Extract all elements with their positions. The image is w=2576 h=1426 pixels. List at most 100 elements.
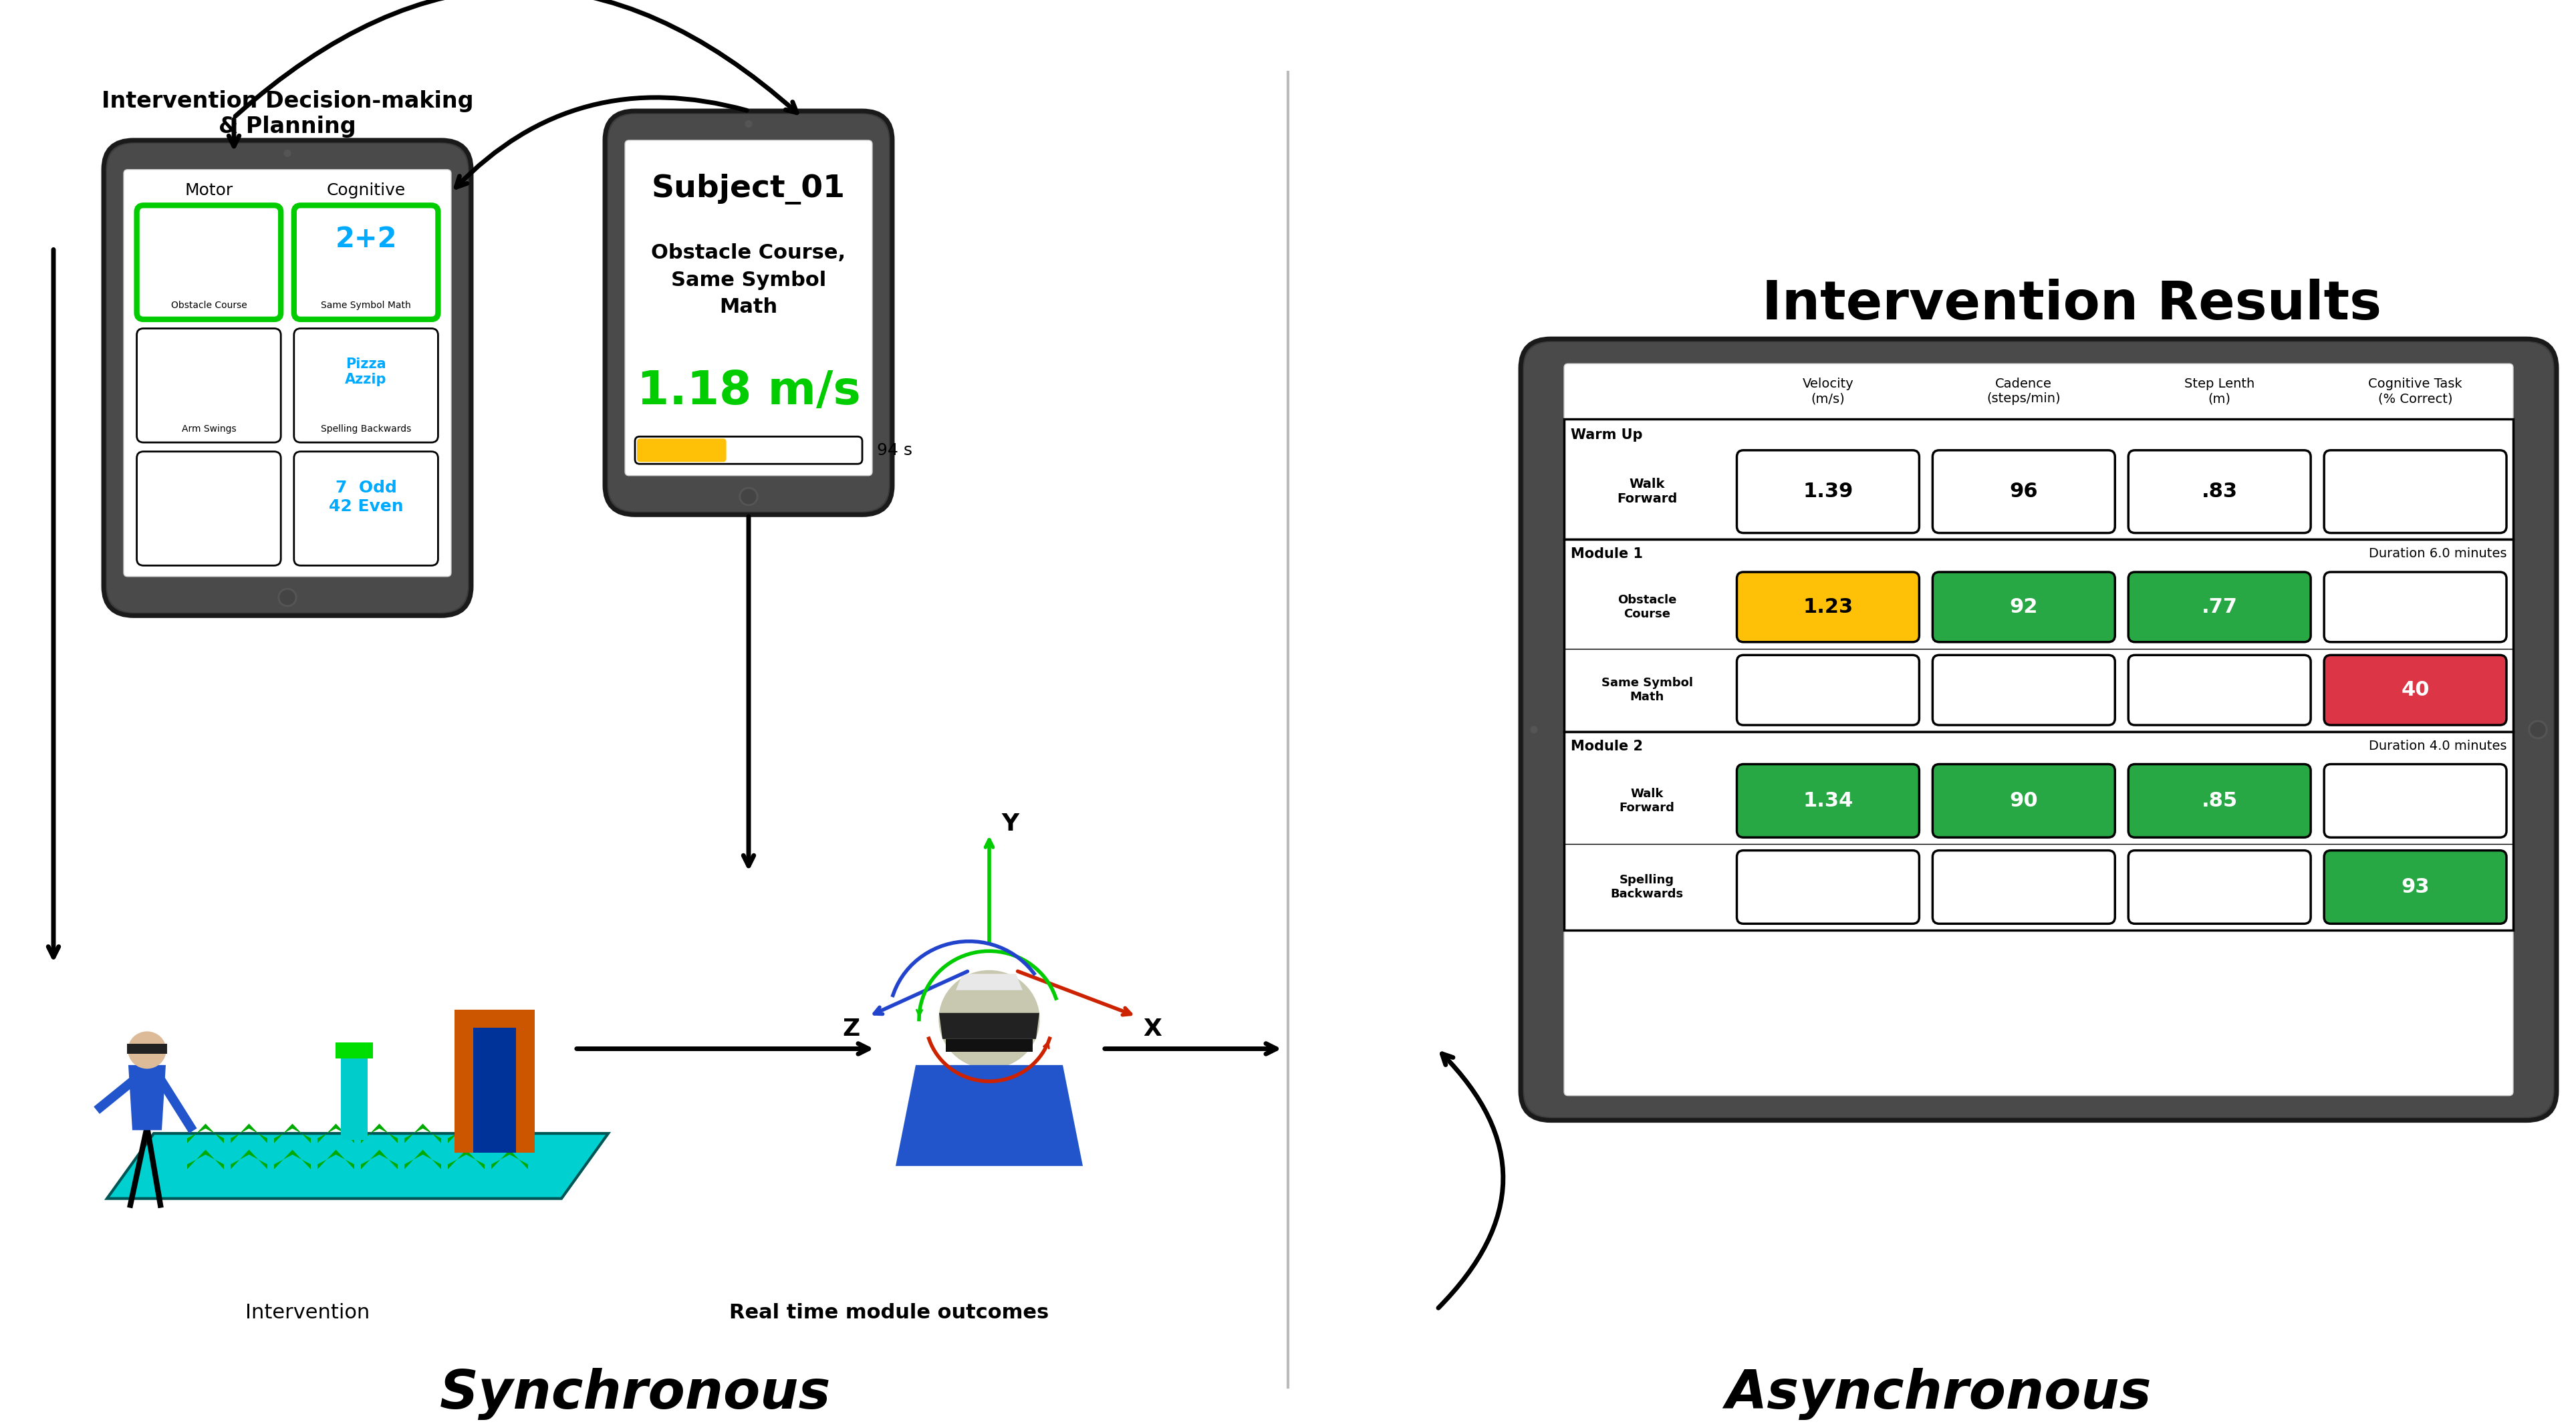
FancyBboxPatch shape — [294, 205, 438, 319]
Bar — [1564, 732, 2514, 930]
FancyBboxPatch shape — [636, 439, 726, 462]
FancyBboxPatch shape — [626, 140, 873, 476]
FancyBboxPatch shape — [294, 452, 438, 566]
Polygon shape — [956, 974, 1023, 990]
Text: Cognitive: Cognitive — [327, 183, 404, 198]
FancyBboxPatch shape — [2128, 850, 2311, 924]
FancyBboxPatch shape — [1736, 451, 1919, 533]
Text: 40: 40 — [2401, 680, 2429, 700]
Text: Duration 6.0 minutes: Duration 6.0 minutes — [2367, 548, 2506, 560]
FancyBboxPatch shape — [605, 111, 891, 515]
Text: 96: 96 — [2009, 482, 2038, 502]
Polygon shape — [492, 1149, 528, 1169]
Text: 1.23: 1.23 — [1803, 597, 1852, 616]
Text: Velocity
(m/s): Velocity (m/s) — [1803, 378, 1855, 405]
FancyBboxPatch shape — [2324, 655, 2506, 724]
Text: Cognitive Task
(% Correct): Cognitive Task (% Correct) — [2367, 378, 2463, 405]
Text: 93: 93 — [2401, 877, 2429, 897]
Polygon shape — [945, 1040, 1033, 1052]
Circle shape — [940, 971, 1038, 1068]
Circle shape — [283, 150, 291, 157]
FancyBboxPatch shape — [1564, 364, 2514, 1095]
Text: Duration 4.0 minutes: Duration 4.0 minutes — [2367, 740, 2506, 752]
FancyBboxPatch shape — [124, 170, 451, 576]
Polygon shape — [317, 1149, 355, 1169]
Polygon shape — [896, 1065, 1082, 1166]
Polygon shape — [492, 1124, 528, 1144]
FancyBboxPatch shape — [634, 436, 863, 463]
Text: 1.39: 1.39 — [1803, 482, 1852, 502]
Text: Walk
Forward: Walk Forward — [1618, 478, 1677, 505]
Polygon shape — [129, 1065, 165, 1131]
Text: Asynchronous: Asynchronous — [1726, 1368, 2151, 1420]
Text: Spelling Backwards: Spelling Backwards — [322, 424, 412, 434]
FancyBboxPatch shape — [2128, 764, 2311, 837]
Polygon shape — [474, 1028, 515, 1154]
Bar — [1564, 419, 2514, 539]
Polygon shape — [453, 1010, 474, 1154]
FancyBboxPatch shape — [137, 205, 281, 319]
Polygon shape — [448, 1149, 484, 1169]
FancyBboxPatch shape — [103, 140, 471, 616]
Text: Warm Up: Warm Up — [1571, 428, 1643, 442]
Text: 90: 90 — [2009, 791, 2038, 810]
FancyBboxPatch shape — [1932, 764, 2115, 837]
Circle shape — [129, 1032, 165, 1068]
Polygon shape — [404, 1124, 440, 1144]
Circle shape — [739, 488, 757, 506]
Polygon shape — [273, 1124, 312, 1144]
Bar — [1564, 539, 2514, 732]
FancyBboxPatch shape — [2128, 451, 2311, 533]
Text: Module 2: Module 2 — [1571, 740, 1643, 753]
Text: Module 1: Module 1 — [1571, 548, 1643, 560]
Text: .85: .85 — [2202, 791, 2239, 810]
FancyBboxPatch shape — [2324, 572, 2506, 642]
Circle shape — [742, 489, 755, 503]
FancyBboxPatch shape — [108, 144, 469, 612]
Circle shape — [1530, 726, 1538, 733]
FancyBboxPatch shape — [2128, 655, 2311, 724]
FancyBboxPatch shape — [608, 114, 889, 512]
Text: Obstacle Course: Obstacle Course — [170, 301, 247, 311]
Text: Intervention Decision-making
& Planning: Intervention Decision-making & Planning — [100, 90, 474, 138]
Circle shape — [2530, 720, 2548, 739]
Text: Pizza
Azzip: Pizza Azzip — [345, 358, 386, 386]
Text: Cadence
(steps/min): Cadence (steps/min) — [1986, 378, 2061, 405]
Text: Walk
Forward: Walk Forward — [1620, 787, 1674, 814]
Polygon shape — [515, 1010, 536, 1154]
Circle shape — [278, 589, 296, 606]
Polygon shape — [126, 1044, 167, 1054]
Text: Obstacle Course,
Same Symbol
Math: Obstacle Course, Same Symbol Math — [652, 244, 845, 317]
Circle shape — [281, 590, 294, 605]
FancyBboxPatch shape — [1736, 850, 1919, 924]
Text: .77: .77 — [2202, 597, 2239, 616]
Text: .83: .83 — [2202, 482, 2239, 502]
FancyBboxPatch shape — [1736, 572, 1919, 642]
Polygon shape — [188, 1124, 224, 1144]
FancyBboxPatch shape — [1932, 655, 2115, 724]
Polygon shape — [108, 1134, 608, 1198]
Polygon shape — [232, 1124, 268, 1144]
Text: Intervention Results: Intervention Results — [1762, 279, 2383, 331]
FancyBboxPatch shape — [137, 452, 281, 566]
Polygon shape — [188, 1149, 224, 1169]
Polygon shape — [361, 1149, 397, 1169]
Polygon shape — [317, 1124, 355, 1144]
Text: 92: 92 — [2009, 597, 2038, 616]
Text: Step Lenth
(m): Step Lenth (m) — [2184, 378, 2254, 405]
Text: Subject_01: Subject_01 — [652, 174, 845, 204]
Polygon shape — [361, 1124, 397, 1144]
Text: Arm Swings: Arm Swings — [180, 424, 237, 434]
Text: Z: Z — [842, 1018, 860, 1041]
Polygon shape — [340, 1055, 368, 1139]
FancyBboxPatch shape — [2324, 764, 2506, 837]
FancyBboxPatch shape — [2128, 572, 2311, 642]
Text: 1.18 m/s: 1.18 m/s — [636, 368, 860, 414]
FancyBboxPatch shape — [137, 328, 281, 442]
Text: Real time module outcomes: Real time module outcomes — [729, 1303, 1048, 1322]
FancyBboxPatch shape — [1932, 451, 2115, 533]
Polygon shape — [453, 1010, 536, 1028]
Polygon shape — [404, 1149, 440, 1169]
Text: 2+2: 2+2 — [335, 225, 397, 254]
FancyBboxPatch shape — [1932, 850, 2115, 924]
